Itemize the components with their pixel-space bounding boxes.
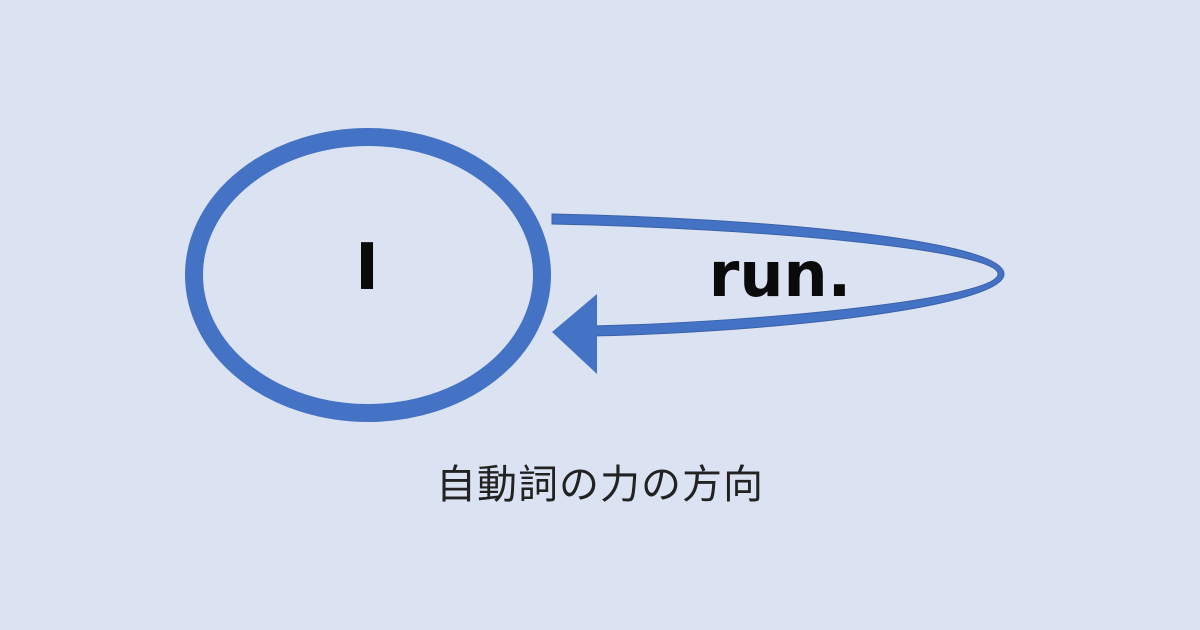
verb-label: run. [708,238,852,311]
subject-ellipse [185,128,551,422]
subject-label: I [355,231,379,305]
diagram-caption: 自動詞の力の方向 [436,462,764,508]
force-arrow-head-icon [552,294,597,374]
